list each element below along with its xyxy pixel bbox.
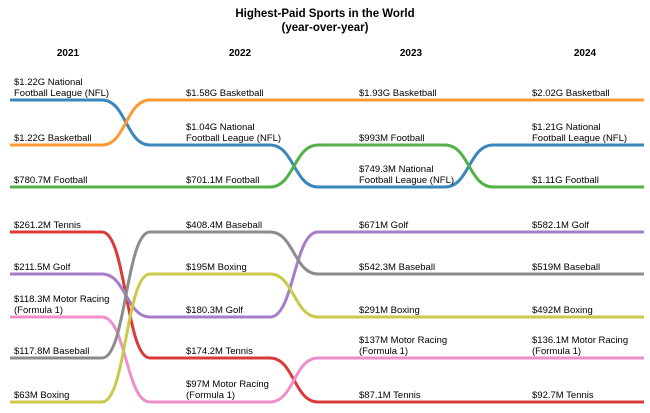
rank-label: $582.1M Golf bbox=[532, 220, 589, 231]
rank-label: $749.3M National Football League (NFL) bbox=[359, 164, 454, 186]
rank-label: $137M Motor Racing (Formula 1) bbox=[359, 335, 447, 357]
year-header: 2024 bbox=[574, 48, 597, 59]
series-line bbox=[10, 230, 644, 404]
series-lines bbox=[10, 98, 644, 404]
rank-label: $1.58G Basketball bbox=[186, 88, 264, 99]
rank-label: $701.1M Football bbox=[186, 175, 259, 186]
rank-label: $1.04G National Football League (NFL) bbox=[186, 122, 281, 144]
rank-label: $1.11G Football bbox=[532, 175, 599, 186]
rank-label: $542.3M Baseball bbox=[359, 262, 435, 273]
rank-label: $519M Baseball bbox=[532, 262, 600, 273]
rank-label: $211.5M Golf bbox=[14, 262, 71, 273]
rank-label: $993M Football bbox=[359, 133, 424, 144]
rank-label: $671M Golf bbox=[359, 220, 408, 231]
rank-label: $1.93G Basketball bbox=[359, 88, 437, 99]
rank-label: $780.7M Football bbox=[14, 175, 87, 186]
rank-label: $291M Boxing bbox=[359, 305, 420, 316]
series-line bbox=[10, 230, 644, 319]
rank-label: $408.4M Baseball bbox=[186, 220, 262, 231]
rank-label: $117.8M Baseball bbox=[14, 346, 89, 357]
chart-subtitle: (year-over-year) bbox=[282, 22, 369, 34]
rank-label: $1.22G National Football League (NFL) bbox=[14, 77, 109, 99]
rank-label: $1.21G National Football League (NFL) bbox=[532, 122, 627, 144]
series-line bbox=[10, 272, 644, 404]
chart-title: Highest-Paid Sports in the World bbox=[235, 8, 414, 20]
rank-label: $195M Boxing bbox=[186, 262, 247, 273]
rank-label: $63M Boxing bbox=[14, 390, 69, 401]
rank-label: $492M Boxing bbox=[532, 305, 593, 316]
rank-label: $87.1M Tennis bbox=[359, 390, 421, 401]
rank-label: $92.7M Tennis bbox=[532, 390, 594, 401]
series-line bbox=[10, 230, 644, 360]
series-line bbox=[10, 315, 644, 404]
series-line bbox=[10, 143, 644, 189]
rank-labels: $1.22G National Football League (NFL) $1.5… bbox=[14, 77, 628, 401]
rank-label: $1.22G Basketball bbox=[14, 133, 92, 144]
rank-label: $261.2M Tennis bbox=[14, 220, 81, 231]
year-header: 2023 bbox=[400, 48, 423, 59]
rank-label: $97M Motor Racing (Formula 1) bbox=[186, 379, 269, 401]
rank-label: $180.3M Golf bbox=[186, 305, 243, 316]
year-header: 2021 bbox=[57, 48, 80, 59]
rank-label: $136.1M Motor Racing (Formula 1) bbox=[532, 335, 628, 357]
series-line bbox=[10, 98, 644, 147]
rank-label: $2.02G Basketball bbox=[532, 88, 610, 99]
rank-label: $174.2M Tennis bbox=[186, 346, 253, 357]
year-header: 2022 bbox=[229, 48, 252, 59]
rank-label: $118.3M Motor Racing (Formula 1) bbox=[14, 294, 109, 316]
